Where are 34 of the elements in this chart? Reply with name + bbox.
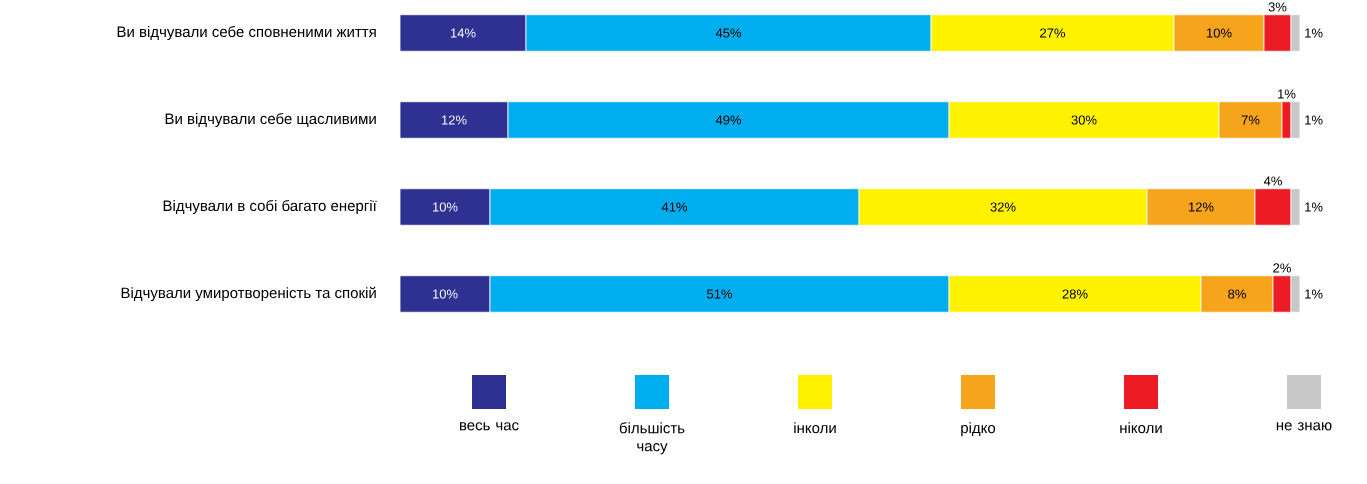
legend-label: рідко — [961, 422, 996, 437]
data-label: 1% — [1278, 89, 1296, 99]
data-label: 1% — [1305, 289, 1323, 299]
data-label: 10% — [432, 202, 458, 212]
data-label: 8% — [1228, 289, 1246, 299]
legend-label: більшість часу — [619, 422, 685, 455]
y-tick-label: Відчували в собі багато енергії — [163, 199, 377, 215]
data-label: 32% — [990, 202, 1016, 212]
data-label: 4% — [1263, 176, 1282, 186]
legend-label: не знаю — [1276, 422, 1332, 431]
data-label: 1% — [1305, 202, 1323, 212]
data-label: 45% — [715, 28, 742, 38]
data-label: 2% — [1273, 263, 1291, 273]
data-label: 27% — [1040, 28, 1066, 38]
data-label: 30% — [1071, 115, 1097, 125]
y-tick-label: Ви відчували себе щасливими — [165, 112, 376, 128]
legend-label: інколи — [794, 422, 836, 434]
data-label: 12% — [441, 115, 467, 125]
legend-label: ніколи — [1120, 422, 1162, 434]
data-label: 3% — [1268, 2, 1287, 12]
y-tick-label: Ви відчували себе сповненими життя — [117, 25, 376, 41]
data-label: 28% — [1062, 289, 1088, 299]
data-label: 7% — [1241, 115, 1260, 125]
legend-label: весь час — [459, 422, 519, 431]
data-label: 10% — [1206, 28, 1232, 38]
data-label: 10% — [432, 289, 458, 299]
data-label: 1% — [1305, 115, 1323, 125]
data-label: 12% — [1188, 202, 1214, 212]
data-label: 14% — [450, 28, 476, 38]
data-label: 1% — [1305, 28, 1323, 38]
data-label: 49% — [715, 115, 742, 125]
y-tick-label: Відчували умиротвореність та спокій — [121, 286, 376, 302]
data-label: 41% — [661, 202, 688, 212]
data-label: 51% — [707, 289, 733, 299]
